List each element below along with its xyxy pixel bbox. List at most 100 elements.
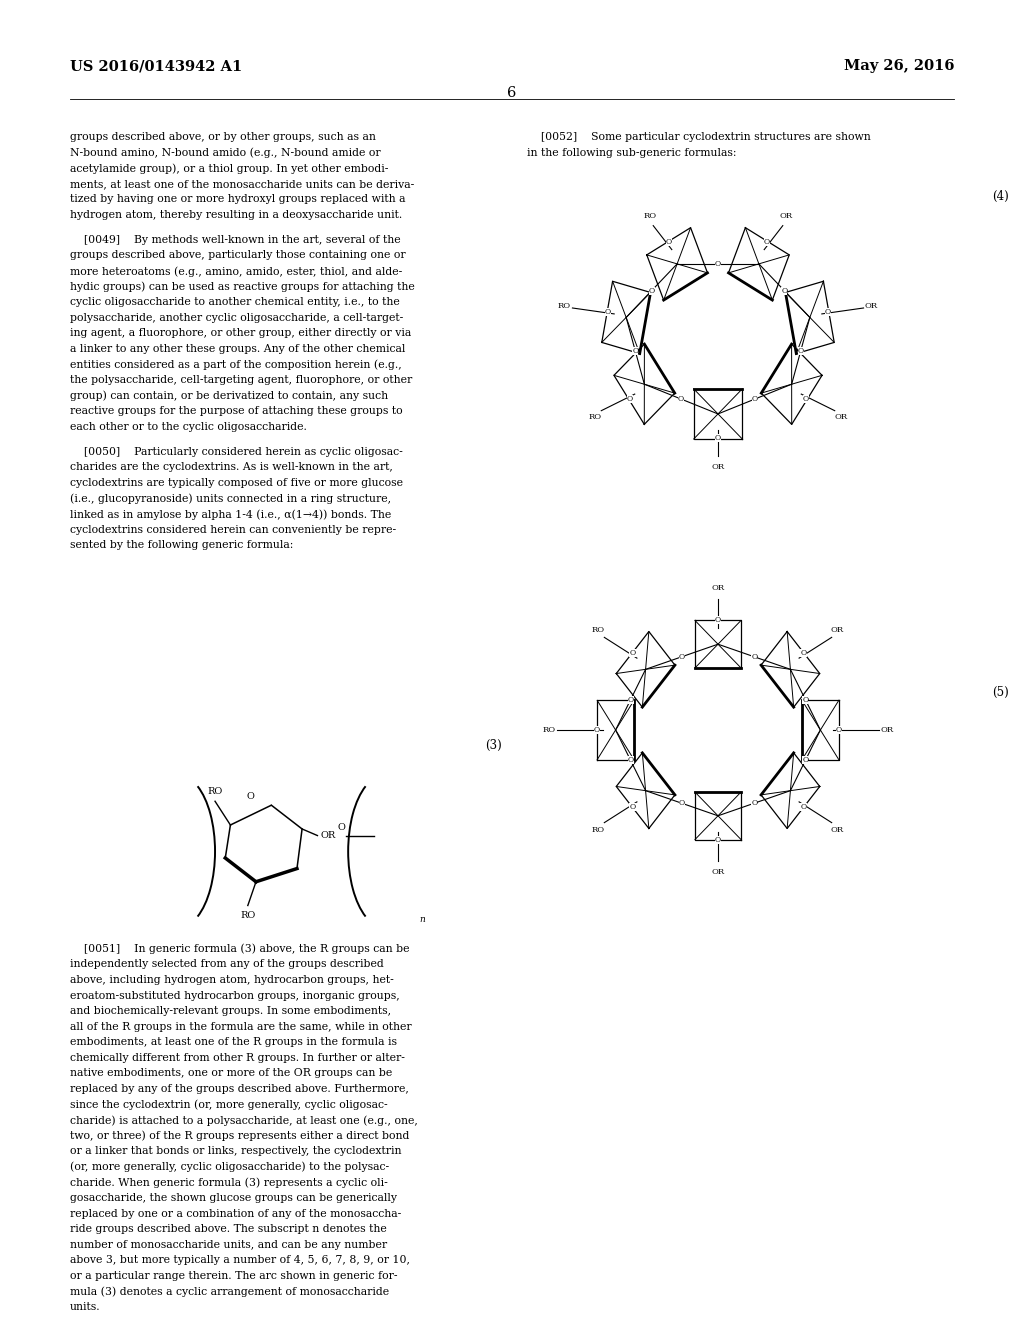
Text: more heteroatoms (e.g., amino, amido, ester, thiol, and alde-: more heteroatoms (e.g., amino, amido, es… bbox=[70, 265, 401, 276]
Text: hydrogen atom, thereby resulting in a deoxysaccharide unit.: hydrogen atom, thereby resulting in a de… bbox=[70, 210, 401, 220]
Text: in the following sub-generic formulas:: in the following sub-generic formulas: bbox=[527, 148, 737, 157]
Text: since the cyclodextrin (or, more generally, cyclic oligosac-: since the cyclodextrin (or, more general… bbox=[70, 1100, 387, 1110]
Text: O: O bbox=[715, 616, 721, 624]
Text: O: O bbox=[666, 239, 672, 247]
Text: OR: OR bbox=[712, 867, 725, 875]
Text: groups described above, particularly those containing one or: groups described above, particularly tho… bbox=[70, 251, 406, 260]
Text: polysaccharide, another cyclic oligosaccharide, a cell-target-: polysaccharide, another cyclic oligosacc… bbox=[70, 313, 402, 322]
Text: RO: RO bbox=[592, 826, 605, 834]
Text: eroatom-substituted hydrocarbon groups, inorganic groups,: eroatom-substituted hydrocarbon groups, … bbox=[70, 990, 399, 1001]
Text: O: O bbox=[764, 239, 770, 247]
Text: O: O bbox=[678, 395, 684, 403]
Text: O: O bbox=[605, 308, 611, 317]
Text: OR: OR bbox=[835, 413, 848, 421]
Text: mula (3) denotes a cyclic arrangement of monosaccharide: mula (3) denotes a cyclic arrangement of… bbox=[70, 1287, 389, 1298]
Text: O: O bbox=[781, 286, 787, 294]
Text: RO: RO bbox=[592, 626, 605, 634]
Text: US 2016/0143942 A1: US 2016/0143942 A1 bbox=[70, 59, 242, 74]
Text: OR: OR bbox=[321, 832, 336, 840]
Text: O: O bbox=[679, 799, 685, 808]
Text: OR: OR bbox=[830, 826, 844, 834]
Text: sented by the following generic formula:: sented by the following generic formula: bbox=[70, 540, 293, 550]
Text: (4): (4) bbox=[992, 190, 1009, 203]
Text: a linker to any other these groups. Any of the other chemical: a linker to any other these groups. Any … bbox=[70, 343, 406, 354]
Text: linked as in amylose by alpha 1-4 (i.e., α(1→4)) bonds. The: linked as in amylose by alpha 1-4 (i.e.,… bbox=[70, 510, 391, 520]
Text: above 3, but more typically a number of 4, 5, 6, 7, 8, 9, or 10,: above 3, but more typically a number of … bbox=[70, 1255, 410, 1266]
Text: RO: RO bbox=[558, 302, 571, 310]
Text: O: O bbox=[715, 434, 721, 442]
Text: O: O bbox=[752, 799, 758, 808]
Text: O: O bbox=[801, 804, 807, 812]
Text: or a particular range therein. The arc shown in generic for-: or a particular range therein. The arc s… bbox=[70, 1271, 397, 1280]
Text: O: O bbox=[247, 792, 255, 800]
Text: [0050]    Particularly considered herein as cyclic oligosac-: [0050] Particularly considered herein as… bbox=[70, 446, 402, 457]
Text: O: O bbox=[632, 347, 638, 355]
Text: OR: OR bbox=[712, 585, 725, 593]
Text: ing agent, a fluorophore, or other group, either directly or via: ing agent, a fluorophore, or other group… bbox=[70, 329, 411, 338]
Text: OR: OR bbox=[779, 213, 793, 220]
Text: group) can contain, or be derivatized to contain, any such: group) can contain, or be derivatized to… bbox=[70, 391, 388, 401]
Text: O: O bbox=[752, 395, 758, 403]
Text: independently selected from any of the groups described: independently selected from any of the g… bbox=[70, 960, 383, 969]
Text: O: O bbox=[715, 260, 721, 268]
Text: [0052]    Some particular cyclodextrin structures are shown: [0052] Some particular cyclodextrin stru… bbox=[527, 132, 871, 143]
Text: O: O bbox=[648, 286, 654, 294]
Text: [0051]    In generic formula (3) above, the R groups can be: [0051] In generic formula (3) above, the… bbox=[70, 944, 410, 954]
Text: n: n bbox=[420, 915, 426, 924]
Text: O: O bbox=[803, 696, 809, 704]
Text: O: O bbox=[679, 653, 685, 661]
Text: (i.e., glucopyranoside) units connected in a ring structure,: (i.e., glucopyranoside) units connected … bbox=[70, 494, 391, 504]
Text: groups described above, or by other groups, such as an: groups described above, or by other grou… bbox=[70, 132, 376, 143]
Text: O: O bbox=[752, 653, 758, 661]
Text: OR: OR bbox=[712, 463, 725, 471]
Text: hydic groups) can be used as reactive groups for attaching the: hydic groups) can be used as reactive gr… bbox=[70, 281, 415, 292]
Text: N-bound amino, N-bound amido (e.g., N-bound amide or: N-bound amino, N-bound amido (e.g., N-bo… bbox=[70, 148, 380, 158]
Text: or a linker that bonds or links, respectively, the cyclodextrin: or a linker that bonds or links, respect… bbox=[70, 1146, 401, 1156]
Text: RO: RO bbox=[589, 413, 601, 421]
Text: O: O bbox=[628, 756, 634, 764]
Text: O: O bbox=[628, 696, 634, 704]
Text: O: O bbox=[715, 836, 721, 843]
Text: number of monosaccharide units, and can be any number: number of monosaccharide units, and can … bbox=[70, 1239, 387, 1250]
Text: and biochemically-relevant groups. In some embodiments,: and biochemically-relevant groups. In so… bbox=[70, 1006, 391, 1016]
Text: O: O bbox=[798, 347, 804, 355]
Text: (5): (5) bbox=[992, 686, 1009, 700]
Text: RO: RO bbox=[241, 911, 255, 920]
Text: entities considered as a part of the composition herein (e.g.,: entities considered as a part of the com… bbox=[70, 359, 401, 370]
Text: O: O bbox=[801, 648, 807, 656]
Text: O: O bbox=[630, 648, 636, 656]
Text: two, or three) of the R groups represents either a direct bond: two, or three) of the R groups represent… bbox=[70, 1131, 409, 1142]
Text: O: O bbox=[627, 395, 633, 403]
Text: the polysaccharide, cell-targeting agent, fluorophore, or other: the polysaccharide, cell-targeting agent… bbox=[70, 375, 412, 385]
Text: charides are the cyclodextrins. As is well-known in the art,: charides are the cyclodextrins. As is we… bbox=[70, 462, 392, 473]
Text: ments, at least one of the monosaccharide units can be deriva-: ments, at least one of the monosaccharid… bbox=[70, 178, 414, 189]
Text: each other or to the cyclic oligosaccharide.: each other or to the cyclic oligosacchar… bbox=[70, 421, 306, 432]
Text: OR: OR bbox=[830, 626, 844, 634]
Text: above, including hydrogen atom, hydrocarbon groups, het-: above, including hydrogen atom, hydrocar… bbox=[70, 975, 393, 985]
Text: (3): (3) bbox=[485, 739, 502, 752]
Text: native embodiments, one or more of the OR groups can be: native embodiments, one or more of the O… bbox=[70, 1068, 392, 1078]
Text: O: O bbox=[630, 804, 636, 812]
Text: replaced by any of the groups described above. Furthermore,: replaced by any of the groups described … bbox=[70, 1084, 409, 1094]
Text: tized by having one or more hydroxyl groups replaced with a: tized by having one or more hydroxyl gro… bbox=[70, 194, 406, 205]
Text: RO: RO bbox=[208, 787, 222, 796]
Text: cyclodextrins considered herein can conveniently be repre-: cyclodextrins considered herein can conv… bbox=[70, 524, 395, 535]
Text: charide. When generic formula (3) represents a cyclic oli-: charide. When generic formula (3) repres… bbox=[70, 1177, 387, 1188]
Text: O: O bbox=[824, 308, 830, 317]
Text: ride groups described above. The subscript n denotes the: ride groups described above. The subscri… bbox=[70, 1224, 386, 1234]
Text: cyclodextrins are typically composed of five or more glucose: cyclodextrins are typically composed of … bbox=[70, 478, 402, 488]
Text: chemically different from other R groups. In further or alter-: chemically different from other R groups… bbox=[70, 1053, 404, 1063]
Text: units.: units. bbox=[70, 1302, 100, 1312]
Text: May 26, 2016: May 26, 2016 bbox=[844, 59, 954, 74]
Text: OR: OR bbox=[881, 726, 894, 734]
Text: O: O bbox=[803, 756, 809, 764]
Text: acetylamide group), or a thiol group. In yet other embodi-: acetylamide group), or a thiol group. In… bbox=[70, 164, 388, 174]
Text: replaced by one or a combination of any of the monosaccha-: replaced by one or a combination of any … bbox=[70, 1209, 400, 1218]
Text: [0049]    By methods well-known in the art, several of the: [0049] By methods well-known in the art,… bbox=[70, 235, 400, 244]
Text: O: O bbox=[836, 726, 842, 734]
Text: O: O bbox=[594, 726, 600, 734]
Text: all of the R groups in the formula are the same, while in other: all of the R groups in the formula are t… bbox=[70, 1022, 412, 1032]
Text: O: O bbox=[803, 395, 809, 403]
Text: (or, more generally, cyclic oligosaccharide) to the polysac-: (or, more generally, cyclic oligosacchar… bbox=[70, 1162, 389, 1172]
Text: O: O bbox=[337, 822, 345, 832]
